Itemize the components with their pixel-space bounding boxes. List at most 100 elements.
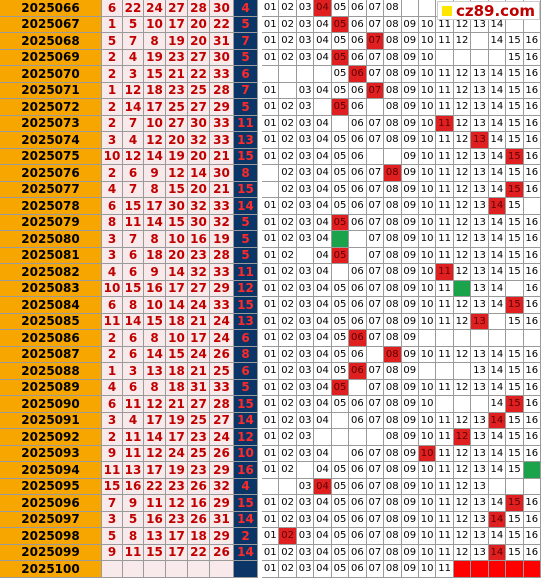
red-ball-cell: 14 [188,165,210,182]
blue-hit-mark: 02 [279,528,297,545]
issue-number-cell: 2025088 [0,363,102,380]
missing-count-cell [262,66,280,83]
red-ball-cell: 7 [123,115,144,132]
missing-count-cell: 04 [314,412,332,429]
missing-count-cell: 07 [366,214,385,231]
blue-ball-cell: 5 [234,379,258,396]
missing-count-cell: 16 [523,363,541,380]
red-ball-cell: 11 [102,313,123,330]
missing-count-cell: 03 [296,33,315,50]
red-ball-cell: 24 [144,0,166,17]
missing-count-cell: 03 [296,0,315,17]
missing-count-cell: 02 [279,49,297,66]
blue-hit-mark: 11 [436,264,454,281]
missing-count-cell: 12 [453,132,472,149]
missing-count-cell: 07 [366,280,385,297]
missing-count-cell: 16 [523,445,541,462]
blue-ball-cell: 4 [234,0,258,17]
red-ball-cell: 15 [166,181,188,198]
missing-count-cell: 05 [331,561,350,578]
red-ball-cell: 16 [188,231,210,248]
missing-count-cell: 06 [349,445,367,462]
red-ball-cell: 29 [210,462,234,479]
missing-count-cell: 12 [453,165,472,182]
missing-count-cell: 03 [296,16,315,33]
missing-count-cell: 03 [296,82,315,99]
missing-count-cell: 08 [384,462,402,479]
missing-count-cell [279,478,297,495]
missing-count-cell [506,330,524,347]
missing-count-cell: 04 [314,49,332,66]
missing-count-cell: 14 [488,214,507,231]
red-ball-cell: 28 [210,82,234,99]
missing-count-cell: 11 [436,297,454,314]
missing-count-cell: 09 [401,478,419,495]
red-ball-cell: 12 [144,132,166,149]
red-ball-cell: 8 [144,330,166,347]
red-ball-cell: 27 [166,115,188,132]
missing-count-cell: 04 [314,264,332,281]
missing-count-cell: 03 [296,214,315,231]
missing-count-cell: 04 [314,33,332,50]
blue-hit-mark [331,231,350,248]
missing-count-cell [349,247,367,264]
issue-number-cell: 2025098 [0,528,102,545]
missing-count-cell: 10 [418,511,437,528]
missing-count-cell: 15 [506,462,524,479]
red-ball-cell: 9 [123,495,144,512]
red-ball-cell: 19 [166,462,188,479]
missing-count-cell: 15 [506,198,524,215]
red-ball-cell: 12 [166,165,188,182]
missing-count-cell: 13 [471,66,489,83]
missing-count-cell: 05 [331,33,350,50]
missing-count-cell: 14 [488,165,507,182]
missing-count-cell: 15 [506,214,524,231]
issue-number-cell: 2025100 [0,561,102,578]
missing-count-cell: 06 [349,264,367,281]
missing-count-cell [471,33,489,50]
red-ball-cell: 16 [188,495,210,512]
red-ball-cell: 7 [123,181,144,198]
blue-hit-mark: 13 [471,313,489,330]
missing-count-cell: 15 [506,412,524,429]
issue-number-cell: 2025095 [0,478,102,495]
red-ball-cell: 11 [123,445,144,462]
missing-count-cell: 05 [331,462,350,479]
missing-count-cell: 10 [418,16,437,33]
missing-count-cell: 02 [279,561,297,578]
red-ball-cell: 29 [210,528,234,545]
missing-count-cell: 02 [279,198,297,215]
blue-ball-cell: 4 [234,478,258,495]
missing-count-cell: 03 [296,379,315,396]
missing-count-cell [523,16,541,33]
red-ball-cell: 33 [210,66,234,83]
missing-count-cell: 16 [523,247,541,264]
site-logo[interactable]: cz89.com [437,1,540,20]
missing-count-cell: 02 [279,297,297,314]
missing-count-cell: 03 [296,115,315,132]
missing-count-cell: 01 [262,313,280,330]
missing-count-cell: 14 [488,528,507,545]
missing-count-cell: 05 [331,495,350,512]
missing-count-cell [506,561,524,578]
missing-count-cell: 04 [314,495,332,512]
missing-count-cell: 09 [401,181,419,198]
missing-count-cell [349,429,367,446]
red-ball-cell [102,561,123,578]
missing-count-cell: 07 [366,445,385,462]
red-ball-cell: 15 [123,198,144,215]
missing-count-cell [331,264,350,281]
missing-count-cell [384,148,402,165]
red-ball-cell: 8 [144,181,166,198]
missing-count-cell [349,231,367,248]
blue-hit-mark: 14 [488,412,507,429]
missing-count-cell: 13 [471,198,489,215]
red-ball-cell: 6 [102,396,123,413]
missing-count-cell: 16 [523,231,541,248]
missing-count-cell [418,363,437,380]
blue-hit-mark [453,280,472,297]
red-ball-cell: 2 [102,165,123,182]
missing-count-cell: 02 [279,33,297,50]
red-ball-cell: 33 [210,198,234,215]
missing-count-cell: 03 [296,264,315,281]
